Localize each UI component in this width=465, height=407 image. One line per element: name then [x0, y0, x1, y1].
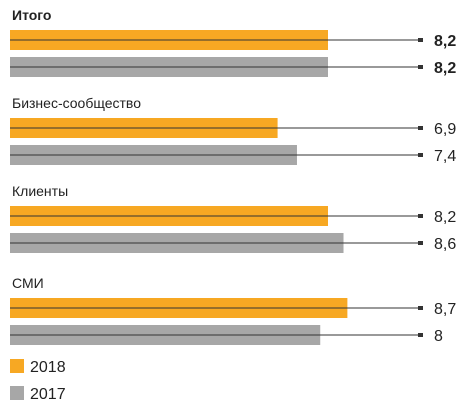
bar-connector-marker: [418, 38, 423, 42]
bar-connector-marker: [418, 306, 423, 310]
bar-connector-marker: [418, 214, 423, 218]
value-label: 8,7: [434, 301, 456, 318]
bar-connector-marker: [418, 65, 423, 69]
value-label: 6,9: [434, 121, 456, 138]
legend: 2018 2017: [10, 359, 66, 403]
legend-label-2017: 2017: [30, 386, 66, 403]
chart-groups: Итого 8,2 8,2 Бизнес-сообщество 6,9 7,4 Клиент…: [10, 7, 456, 345]
category-label: Бизнес-сообщество: [12, 95, 141, 111]
value-label: 8,2: [434, 33, 456, 50]
bar-connector-marker: [418, 241, 423, 245]
value-label: 8,2: [434, 209, 456, 226]
bar-group-1: Бизнес-сообщество 6,9 7,4: [10, 95, 456, 165]
bar-group-3: СМИ 8,7 8: [10, 275, 456, 345]
bar-connector-marker: [418, 126, 423, 130]
value-label: 8: [434, 328, 443, 345]
legend-swatch-2017: [10, 386, 24, 400]
value-label: 8,6: [434, 236, 456, 253]
value-label: 7,4: [434, 148, 456, 165]
bar-connector-marker: [418, 153, 423, 157]
bar-connector-marker: [418, 333, 423, 337]
bar-group-0: Итого 8,2 8,2: [10, 7, 456, 77]
bar-group-2: Клиенты 8,2 8,6: [10, 183, 456, 253]
category-label: Итого: [12, 7, 51, 23]
legend-label-2018: 2018: [30, 359, 66, 376]
value-label: 8,2: [434, 60, 456, 77]
category-label: Клиенты: [12, 183, 68, 199]
legend-swatch-2018: [10, 359, 24, 373]
category-label: СМИ: [12, 275, 44, 291]
